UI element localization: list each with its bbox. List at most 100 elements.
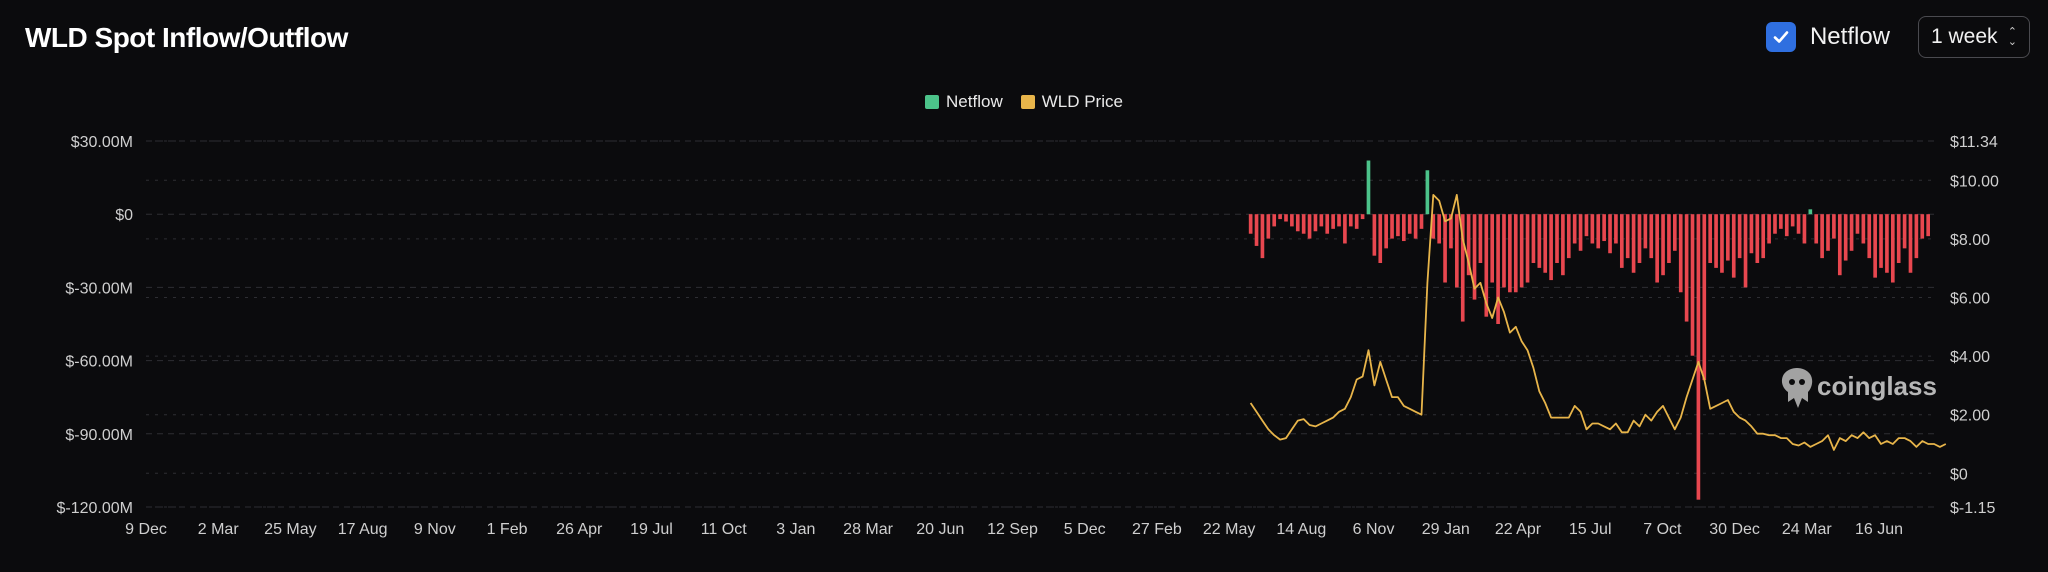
netflow-bar	[1555, 214, 1559, 263]
netflow-bar	[1702, 214, 1707, 381]
netflow-bar	[1478, 214, 1483, 263]
x-tick-label: 5 Dec	[1064, 521, 1106, 538]
netflow-bar	[1284, 214, 1288, 222]
netflow-bar	[1590, 214, 1595, 244]
x-tick-label: 9 Dec	[125, 521, 167, 538]
time-range-select[interactable]: 1 week ⌃ ⌄	[1918, 16, 2030, 58]
netflow-bar	[1814, 214, 1819, 244]
x-tick-label: 16 Jun	[1855, 521, 1903, 538]
netflow-bar	[1914, 214, 1919, 259]
netflow-bar	[1490, 214, 1495, 283]
netflow-bar	[1619, 214, 1624, 268]
netflow-bar	[1843, 214, 1848, 261]
netflow-bar	[1667, 214, 1671, 263]
page-title: WLD Spot Inflow/Outflow	[25, 22, 348, 53]
netflow-bar	[1537, 214, 1542, 268]
netflow-bar	[1902, 214, 1907, 249]
netflow-bar	[1867, 214, 1872, 259]
netflow-bar	[1890, 214, 1895, 283]
netflow-bar	[1773, 214, 1777, 234]
x-tick-label: 17 Aug	[338, 521, 388, 538]
netflow-bar	[1731, 214, 1736, 278]
netflow-toggle[interactable]: Netflow	[1765, 22, 1890, 52]
netflow-bar	[1561, 214, 1565, 276]
coinglass-watermark: coinglass	[1781, 368, 1937, 408]
netflow-bar	[1749, 214, 1754, 254]
netflow-bar	[1425, 170, 1430, 215]
netflow-bar	[1390, 214, 1394, 239]
netflow-bar	[1331, 214, 1335, 229]
netflow-bar	[1755, 214, 1760, 263]
netflow-bar	[1908, 214, 1913, 273]
x-tick-label: 7 Oct	[1643, 521, 1682, 538]
x-tick-label: 24 Mar	[1782, 521, 1832, 538]
netflow-bar	[1837, 214, 1842, 276]
netflow-bar	[1849, 214, 1854, 251]
netflow-bar	[1325, 214, 1330, 234]
y-right-tick-label: $-1.15	[1950, 500, 1995, 517]
netflow-bar	[1631, 214, 1636, 273]
time-range-value: 1 week	[1931, 25, 1998, 48]
netflow-bar	[1879, 214, 1883, 268]
netflow-bar	[1437, 214, 1441, 244]
netflow-bar	[1784, 214, 1789, 237]
legend-label-wld-price: WLD Price	[1041, 92, 1123, 111]
netflow-bar	[1290, 214, 1294, 227]
netflow-bar	[1301, 214, 1306, 234]
netflow-checkbox[interactable]	[1765, 22, 1796, 52]
netflow-bar	[1790, 214, 1795, 227]
netflow-bar	[1378, 214, 1383, 263]
y-left-tick-label: $-120.00M	[57, 500, 134, 517]
y-right-tick-label: $0	[1950, 466, 1968, 483]
netflow-bar	[1354, 214, 1359, 229]
netflow-bar	[1443, 214, 1447, 283]
netflow-bar	[1808, 209, 1813, 215]
netflow-bar	[1832, 214, 1836, 239]
netflow-bar	[1566, 214, 1571, 259]
chart-controls: Netflow 1 week ⌃ ⌄	[1765, 16, 2030, 58]
x-tick-label: 20 Jun	[916, 521, 964, 538]
netflow-bar	[1643, 214, 1648, 249]
netflow-bar	[1873, 214, 1877, 278]
netflow-bar	[1767, 214, 1771, 244]
x-tick-label: 25 May	[264, 521, 316, 538]
netflow-bar	[1496, 214, 1500, 324]
legend-item-netflow[interactable]: Netflow	[925, 92, 1003, 112]
netflow-bar	[1684, 214, 1689, 322]
chevron-up-down-icon: ⌃ ⌄	[2007, 26, 2017, 48]
x-tick-label: 6 Nov	[1353, 521, 1395, 538]
netflow-bar	[1407, 214, 1412, 234]
netflow-bar	[1549, 214, 1553, 281]
netflow-bar	[1419, 214, 1424, 229]
netflow-bar	[1779, 214, 1783, 229]
netflow-bar	[1260, 214, 1265, 259]
y-left-tick-label: $0	[115, 207, 133, 224]
netflow-bar	[1885, 214, 1889, 273]
netflow-bar	[1743, 214, 1748, 288]
netflow-bar	[1625, 214, 1630, 259]
checkmark-icon	[1773, 31, 1789, 43]
y-left-tick-label: $-60.00M	[65, 354, 133, 371]
netflow-bar	[1661, 214, 1665, 276]
netflow-bar	[1348, 214, 1353, 227]
netflow-bar	[1820, 214, 1824, 259]
coinglass-logo-icon	[1781, 368, 1813, 408]
netflow-bar	[1673, 214, 1677, 251]
netflow-bar	[1431, 214, 1436, 239]
netflow-bar	[1502, 214, 1506, 288]
x-tick-label: 30 Dec	[1709, 521, 1760, 538]
y-right-tick-label: $6.00	[1950, 290, 1990, 307]
netflow-bar	[1307, 214, 1312, 239]
netflow-bar	[1460, 214, 1465, 322]
x-tick-label: 9 Nov	[414, 521, 456, 538]
x-tick-label: 1 Feb	[487, 521, 528, 538]
y-right-tick-label: $2.00	[1950, 408, 1990, 425]
legend-swatch-wld-price	[1020, 95, 1035, 109]
x-tick-label: 15 Jul	[1569, 521, 1612, 538]
netflow-bar	[1455, 214, 1459, 288]
netflow-bar	[1472, 214, 1477, 300]
chart-legend: Netflow WLD Price	[0, 92, 2048, 112]
legend-item-wld-price[interactable]: WLD Price	[1020, 92, 1123, 112]
netflow-bar	[1519, 214, 1524, 288]
